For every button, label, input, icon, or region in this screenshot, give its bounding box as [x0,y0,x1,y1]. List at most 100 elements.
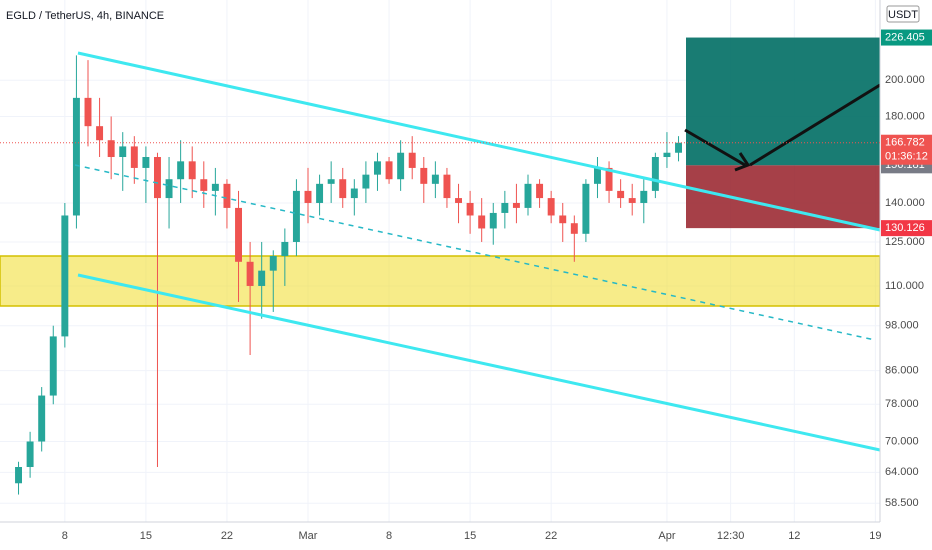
candle-body [246,261,254,286]
candle-body [188,161,196,180]
candle-body [478,215,486,229]
candle-body [258,270,266,286]
candle-body [547,198,555,216]
x-tick-label: 12 [788,530,800,542]
y-tick-label: 78.000 [885,398,919,410]
candle-body [38,395,46,442]
y-tick-label: 200.000 [885,74,925,86]
candle-body [177,161,185,180]
candle-body [605,167,613,191]
arrowhead [734,152,751,172]
candle-body [142,157,150,168]
candle-body [362,174,370,189]
candle-body [130,146,138,168]
candle-body [512,202,520,208]
candle-body [165,179,173,199]
candle-body [594,167,601,184]
x-tick-label: 22 [221,530,233,542]
candle-body [397,152,405,180]
x-tick-label: 19 [869,530,881,542]
candle-body [559,215,567,224]
candle-body [304,190,312,203]
candle-body [420,167,428,184]
upper-trend-line [77,51,881,232]
candle-body [524,183,532,208]
stop-label: 130.126 [885,222,925,234]
x-tick-label: Apr [658,530,675,542]
x-tick-label: Mar [299,530,318,542]
candle-body [675,142,682,153]
candle-body [84,97,92,127]
candle-body [385,161,393,180]
target-label-bg [881,29,932,46]
loss-zone [686,165,880,229]
candle-body [501,202,509,213]
candle-body [455,198,462,203]
position-tool [686,37,880,229]
candle-body [431,174,439,184]
x-tick-label: 15 [140,530,152,542]
y-tick-label: 58.500 [885,497,919,509]
arrow-down [684,128,746,167]
candle-body [466,202,474,216]
axis-labels: 200.000 180.000 140.000 125.000 110.000 98.00… [62,74,925,542]
candle-body [281,241,289,257]
support-zone [0,255,881,307]
candle-body [200,179,208,191]
candle-body [223,183,231,208]
candle-body [489,212,497,229]
y-tick-label: 98.000 [885,320,919,332]
candle-body [339,179,347,199]
y-tick-label: 70.000 [885,435,919,447]
lower-trend-line [77,273,881,452]
candle-body [408,152,416,168]
candle-body [72,97,80,216]
x-tick-label: 22 [545,530,557,542]
candle-body [211,183,219,191]
current-price-bg [881,134,932,165]
candle-body [570,223,578,234]
y-tick-label: 140.000 [885,197,925,209]
x-tick-label: 8 [386,530,392,542]
candle-body [350,188,358,199]
candle-body [582,183,590,234]
arrow-up [749,83,881,167]
chart-title: EGLD / TetherUS, 4h, BINANCE [6,10,164,22]
candle-body [235,207,242,262]
candle-body [651,157,659,191]
countdown: 01:36:12 [885,151,928,163]
candle-body [663,152,671,158]
x-tick-label: 8 [62,530,68,542]
candle-body [15,467,22,484]
candle-body [640,190,648,203]
candles [15,55,682,495]
y-tick-label: 110.000 [885,280,924,292]
candle-body [316,183,324,203]
candle-body [327,179,335,184]
x-tick-label: 15 [464,530,476,542]
candle-body [292,190,300,242]
candle-body [154,157,161,199]
y-tick-label: 125.000 [885,236,925,248]
y-tick-label: 64.000 [885,466,919,478]
x-tick-label: 12:30 [717,530,745,542]
current-price-label: 166.782 [885,137,925,149]
candle-body [269,256,277,271]
mid-trend-line [74,164,876,341]
candle-body [628,198,636,203]
target-label: 226.405 [885,31,925,43]
candle-body [49,336,57,396]
candle-body [536,183,544,199]
y-tick-label: 86.000 [885,365,919,377]
candle-body [374,161,381,175]
price-axis [880,0,932,522]
y-tick-label: 180.000 [885,110,925,122]
candle-body [119,146,127,158]
currency: USDT [888,9,918,21]
candle-body [26,441,34,468]
candle-body [96,126,104,141]
currency-box [886,5,920,23]
candle-body [107,140,115,158]
stop-label-bg [881,220,932,237]
